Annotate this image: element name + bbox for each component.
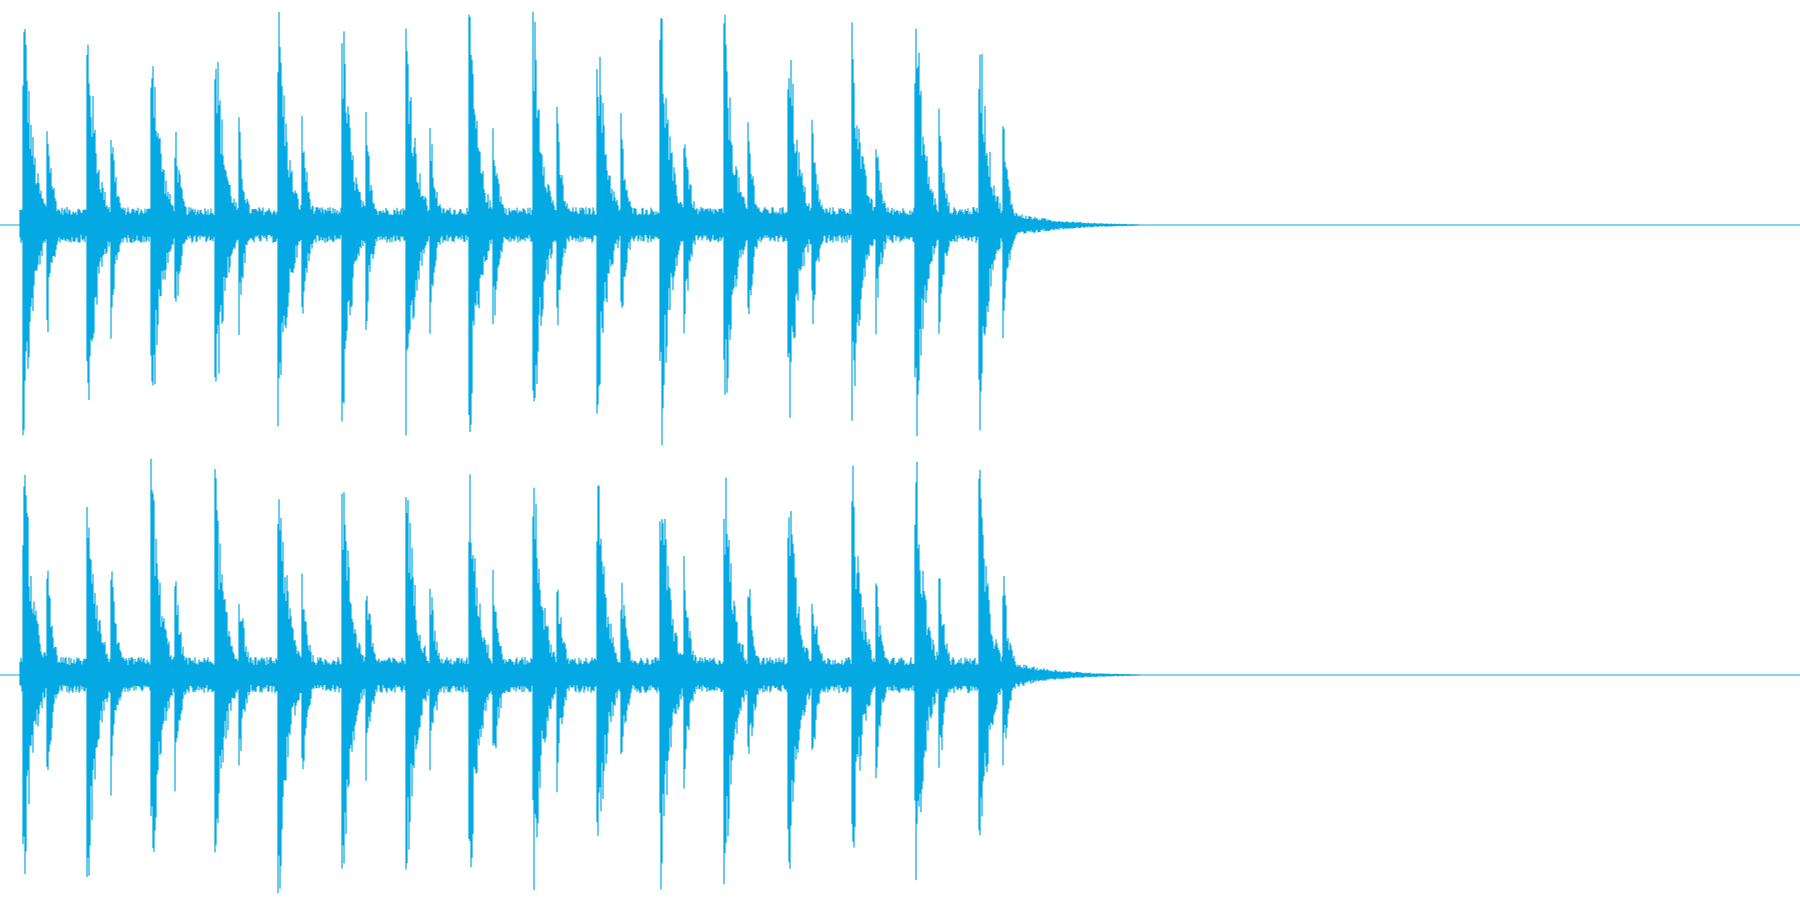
- channels: [0, 11, 1800, 894]
- right-channel-wave: [19, 458, 1140, 894]
- left-channel-wave: [19, 11, 1140, 446]
